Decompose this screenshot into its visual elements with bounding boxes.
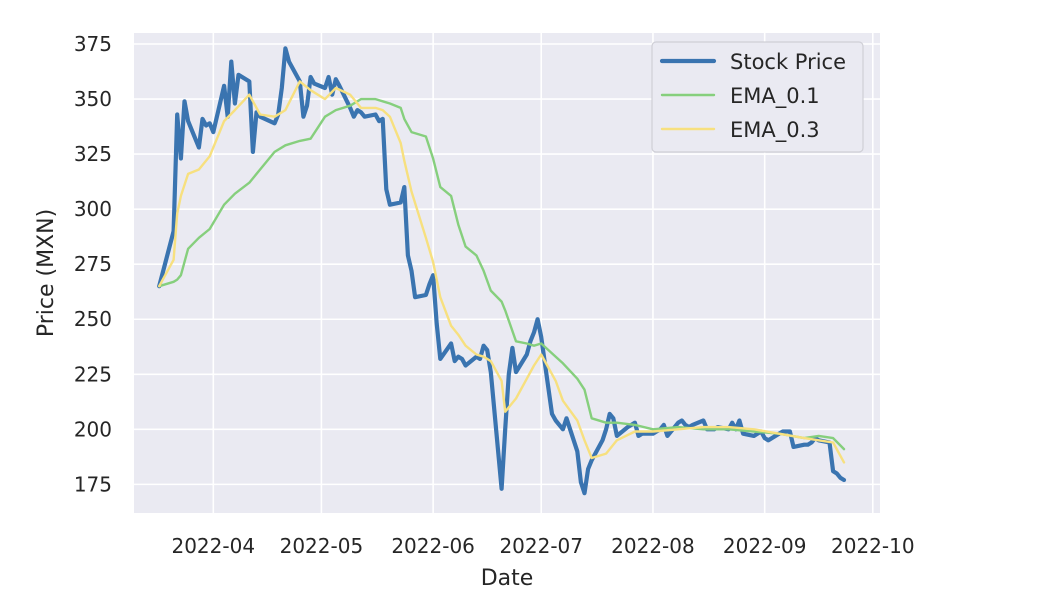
- x-axis-ticks: 2022-04 2022-05 2022-06 2022-07 2022-08 2022-…: [171, 534, 914, 558]
- series-line-ema-0-3: [157, 80, 846, 464]
- x-axis-label: Date: [481, 566, 534, 591]
- legend-label: EMA_0.1: [730, 84, 820, 109]
- x-tick-label: 2022-05: [280, 534, 364, 558]
- legend-label: Stock Price: [730, 50, 846, 74]
- x-tick-label: 2022-04: [171, 534, 255, 558]
- y-tick-label: 200: [74, 417, 112, 441]
- series-layer: [157, 46, 847, 496]
- y-axis-label: Price (MXN): [34, 209, 59, 337]
- y-tick-label: 375: [74, 32, 112, 56]
- y-tick-label: 250: [74, 307, 112, 331]
- y-tick-label: 350: [74, 87, 112, 111]
- y-tick-label: 275: [74, 252, 112, 276]
- x-tick-label: 2022-08: [611, 534, 695, 558]
- y-tick-label: 300: [74, 197, 112, 221]
- x-tick-label: 2022-06: [391, 534, 475, 558]
- series-line-ema-0-1: [157, 97, 846, 451]
- legend: Stock Price EMA_0.1 EMA_0.3: [651, 41, 864, 153]
- x-tick-label: 2022-09: [723, 534, 807, 558]
- y-tick-label: 175: [74, 472, 112, 496]
- y-axis-ticks: 175 200 225 250 275 300 325 350 375: [74, 32, 112, 496]
- x-tick-label: 2022-07: [499, 534, 583, 558]
- legend-label: EMA_0.3: [730, 118, 820, 143]
- y-tick-label: 225: [74, 362, 112, 386]
- x-tick-label: 2022-10: [831, 534, 915, 558]
- legend-box: [651, 41, 864, 153]
- y-tick-label: 325: [74, 142, 112, 166]
